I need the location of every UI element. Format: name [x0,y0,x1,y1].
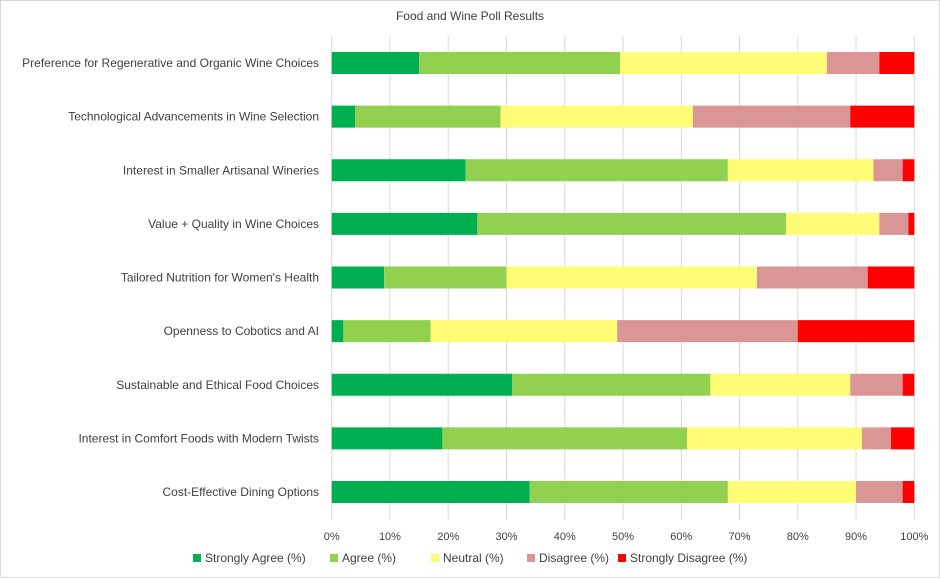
legend-item: Disagree (%) [527,551,609,565]
chart-title: Food and Wine Poll Results [396,9,544,23]
bar-segment-neutral [727,159,874,182]
bar-segment-strongly-disagree [890,427,915,450]
bar-segment-agree [442,427,688,450]
bar-segment-disagree [861,427,891,450]
legend-swatch [527,554,535,562]
bar-segment-agree [512,373,711,396]
legend-label: Neutral (%) [443,551,504,565]
x-tick-label: 0% [324,531,340,543]
bar-segment-strongly-disagree [908,212,915,235]
category-label: Tailored Nutrition for Women's Health [121,271,319,285]
bar-segment-strongly-agree [331,481,530,503]
bar-segment-strongly-agree [331,159,466,182]
bar-segment-disagree [756,266,868,289]
category-labels: Preference for Regenerative and Organic … [22,56,319,499]
bar-segment-agree [477,212,787,235]
category-label: Sustainable and Ethical Food Choices [116,378,319,392]
bar-segment-neutral [687,427,862,450]
bar-segment-disagree [826,52,880,74]
bar-segment-neutral [430,320,618,343]
x-tick-label: 30% [495,531,517,543]
bar-segment-strongly-disagree [797,320,915,343]
legend: Strongly Agree (%) Agree (%) Neutral (%) Di… [193,551,747,565]
bar-segment-strongly-disagree [902,159,915,182]
category-label: Openness to Cobotics and AI [164,324,319,338]
bar-segment-strongly-agree [331,427,443,450]
legend-item: Neutral (%) [431,551,504,565]
x-tick-label: 80% [787,531,809,543]
bar-segment-disagree [873,159,903,182]
bar-segment-strongly-disagree [850,105,915,128]
x-axis-ticks: 0% 10% 20% 30% 40% 50% 60% 70% 80% 90% 100% [324,531,929,543]
bar-segment-disagree [692,105,851,128]
legend-label: Strongly Agree (%) [205,551,306,565]
x-tick-label: 20% [437,531,459,543]
bar-segment-disagree [617,320,798,343]
bar-segment-agree [384,266,507,289]
legend-swatch [431,554,439,562]
bar-segment-strongly-agree [331,105,356,128]
bar-segment-agree [529,481,728,503]
bar-segment-strongly-agree [331,373,513,396]
bar-segment-agree [355,105,501,128]
bar-segment-neutral [786,212,880,235]
bar-segment-neutral [506,266,757,289]
category-label: Preference for Regenerative and Organic … [22,56,319,70]
bar-segment-strongly-disagree [902,481,915,503]
category-label: Interest in Comfort Foods with Modern Tw… [78,431,319,445]
bar-segment-strongly-agree [331,266,385,289]
bar-segment-strongly-disagree [902,373,915,396]
bar-segment-strongly-agree [331,52,420,74]
bar-segment-disagree [850,373,903,396]
bar-segment-agree [343,320,431,343]
category-label: Value + Quality in Wine Choices [148,217,319,231]
bar-segment-disagree [856,481,903,503]
category-label: Technological Advancements in Wine Selec… [68,110,319,124]
x-tick-label: 70% [729,531,751,543]
legend-swatch [193,554,201,562]
legend-item: Strongly Agree (%) [193,551,306,565]
legend-label: Agree (%) [342,551,396,565]
legend-label: Disagree (%) [539,551,609,565]
bar-segment-strongly-disagree [867,266,915,289]
bar-segment-neutral [620,52,827,74]
bar-segment-disagree [879,212,909,235]
x-tick-label: 50% [612,531,634,543]
bar-segment-strongly-disagree [879,52,915,74]
x-tick-label: 60% [670,531,692,543]
bar-segment-agree [465,159,728,182]
bar-segment-neutral [727,481,857,503]
legend-swatch [618,554,626,562]
x-tick-label: 40% [554,531,576,543]
legend-item: Agree (%) [330,551,396,565]
bar-segment-neutral [500,105,693,128]
legend-item: Strongly Disagree (%) [618,551,747,565]
category-label: Interest in Smaller Artisanal Wineries [123,163,319,177]
bar-segment-agree [419,52,621,74]
legend-label: Strongly Disagree (%) [630,551,747,565]
x-tick-label: 10% [379,531,401,543]
x-tick-label: 90% [845,531,867,543]
legend-swatch [330,554,338,562]
x-tick-label: 100% [900,531,928,543]
category-label: Cost-Effective Dining Options [162,485,319,499]
bar-segment-strongly-agree [331,320,344,343]
bars [331,52,915,503]
bar-segment-neutral [710,373,851,396]
bar-segment-strongly-agree [331,212,478,235]
